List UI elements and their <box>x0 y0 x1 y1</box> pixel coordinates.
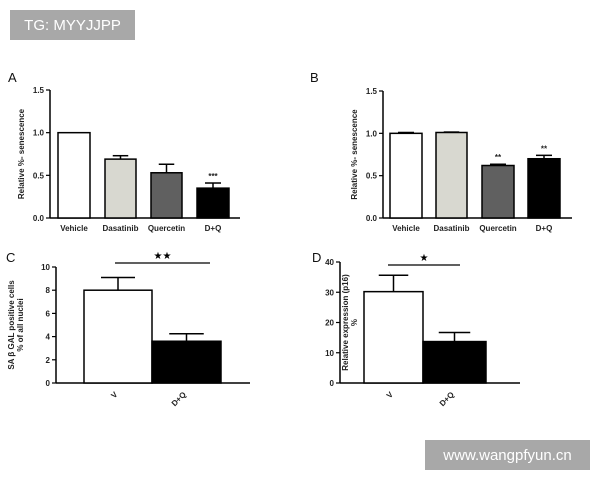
y-tick-label: 0 <box>330 379 335 388</box>
bar-V <box>363 290 424 384</box>
y-tick-label: 40 <box>325 258 334 267</box>
x-tick-label: Quercetin <box>479 224 516 233</box>
bar-Dasatinib <box>435 131 468 219</box>
x-tick-label: Quercetin <box>148 224 185 233</box>
bar-Vehicle <box>57 131 91 219</box>
panel-label: A <box>8 70 17 85</box>
y-tick-label: 0.0 <box>366 214 378 223</box>
y-tick-label: 1.0 <box>33 129 45 138</box>
bar-D+Q <box>527 157 561 219</box>
x-tick-label: D+Q <box>205 224 222 233</box>
x-tick-label: Dasatinib <box>102 224 138 233</box>
y-axis-label: % of all nuclei <box>16 298 25 351</box>
bar-Vehicle <box>389 132 423 219</box>
y-tick-label: 10 <box>325 349 334 358</box>
y-axis-label: % <box>350 319 359 326</box>
y-tick-label: 4 <box>46 333 51 342</box>
significance-label: ** <box>541 144 548 153</box>
y-axis-label: Relative %- senescence <box>350 109 359 200</box>
y-tick-label: 20 <box>325 319 334 328</box>
watermark-bottom-right: www.wangpfyun.cn <box>425 440 590 470</box>
significance-label: ★ <box>420 253 429 264</box>
y-tick-label: 0 <box>46 379 51 388</box>
bar-V <box>83 289 153 384</box>
bar-Quercetin <box>481 164 515 219</box>
bar-D+Q <box>151 340 222 384</box>
y-tick-label: 0.5 <box>366 172 378 181</box>
x-tick-label: V <box>109 390 120 401</box>
x-tick-label: Dasatinib <box>433 224 469 233</box>
x-tick-label: D+Q <box>438 390 456 408</box>
y-tick-label: 30 <box>325 288 334 297</box>
panel-label: B <box>310 70 319 85</box>
x-tick-label: Vehicle <box>60 224 88 233</box>
significance-label: ★★ <box>154 251 172 262</box>
y-tick-label: 0.5 <box>33 171 45 180</box>
y-tick-label: 2 <box>46 356 51 365</box>
bar-Dasatinib <box>104 158 137 219</box>
bar-Quercetin <box>150 172 183 219</box>
panel-label: D <box>312 250 321 265</box>
y-axis-label: Relative expression (p16) <box>341 274 350 371</box>
y-tick-label: 1.5 <box>33 86 45 95</box>
panel-label: C <box>6 250 15 265</box>
watermark-top-left: TG: MYYJJPP <box>10 10 135 40</box>
y-tick-label: 10 <box>41 263 50 272</box>
y-axis-label: Relative %- senescence <box>17 108 26 199</box>
significance-label: ** <box>495 153 502 162</box>
y-tick-label: 0.0 <box>33 214 45 223</box>
x-tick-label: Vehicle <box>392 224 420 233</box>
x-tick-label: D+Q <box>536 224 553 233</box>
y-tick-label: 8 <box>46 286 51 295</box>
y-tick-label: 6 <box>46 309 51 318</box>
x-tick-label: D+Q <box>170 390 188 408</box>
bar-D+Q <box>196 187 230 219</box>
x-tick-label: V <box>385 390 396 401</box>
significance-label: *** <box>208 172 218 181</box>
y-axis-label: SA β GAL positive cells <box>7 280 16 370</box>
y-tick-label: 1.0 <box>366 129 378 138</box>
y-tick-label: 1.5 <box>366 87 378 96</box>
bar-D+Q <box>422 340 487 384</box>
